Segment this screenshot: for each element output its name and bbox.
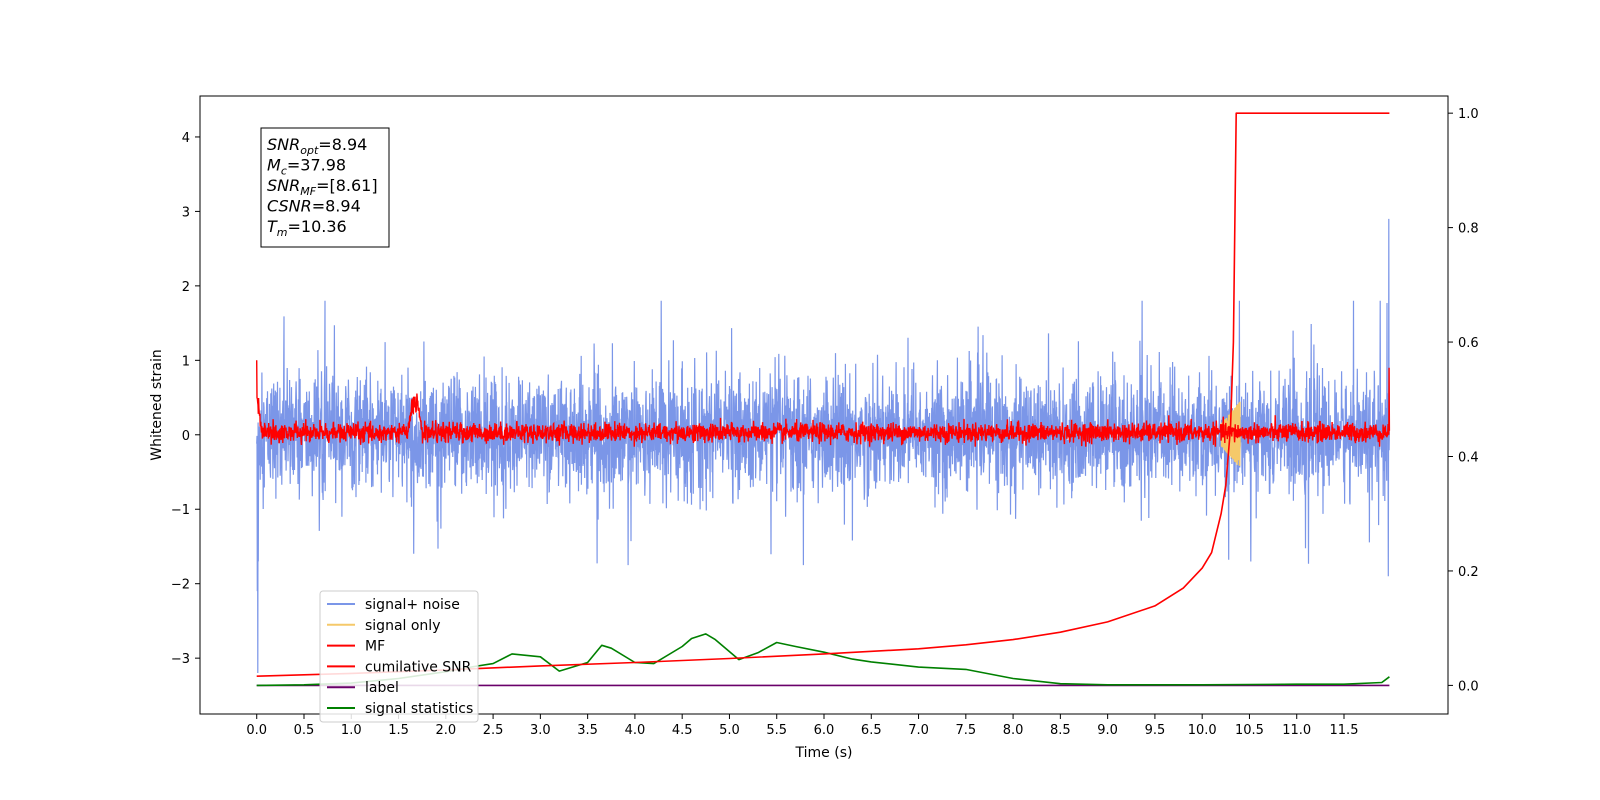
y-tick-label: 4 [182,131,190,146]
x-tick-label: 6.0 [814,723,835,738]
x-tick-label: 7.0 [908,723,929,738]
y-tick-label: −3 [171,652,190,667]
x-tick-label: 4.0 [625,723,646,738]
info-box: SNRopt=8.94Mc=37.98SNRMF=[8.61]CSNR=8.94… [260,127,390,248]
series-mf [256,360,1391,447]
x-tick-label: 11.0 [1282,723,1311,738]
y2-tick-label: 0.0 [1458,679,1479,694]
x-tick-label: 3.5 [577,723,598,738]
x-tick-label: 1.0 [341,723,362,738]
x-tick-label: 6.5 [861,723,882,738]
info-line: SNRopt=8.94 [267,135,367,157]
series-signal-noise [256,218,1390,674]
legend-entry: label [365,680,399,696]
series-signal-statistics [256,633,1390,687]
x-tick-label: 0.0 [246,723,267,738]
info-line: Tm=10.36 [267,217,347,239]
x-tick-label: 10.0 [1188,723,1217,738]
series-cumulative-snr [256,112,1390,677]
y-tick-label: −2 [171,578,190,593]
y2-tick-label: 1.0 [1458,107,1479,122]
x-tick-label: 2.5 [483,723,504,738]
y2-tick-label: 0.2 [1458,565,1479,580]
legend-entry: cumilative SNR [365,659,472,675]
y2-tick-label: 0.4 [1458,451,1479,466]
legend: signal+ noise signal only MF cumilative SNR… [319,590,479,723]
info-line: SNRMF=[8.61] [267,176,378,198]
y2-tick-label: 0.6 [1458,336,1479,351]
y-tick-label: 2 [182,280,190,295]
x-tick-label: 8.0 [1003,723,1024,738]
legend-entry: signal statistics [365,701,473,717]
x-tick-label: 0.5 [294,723,315,738]
x-tick-label: 9.5 [1145,723,1166,738]
x-axis-label: Time (s) [795,745,853,761]
x-tick-label: 5.0 [719,723,740,738]
legend-frame [319,590,479,723]
y-axis-right: 0.0 0.2 0.4 0.6 0.8 1.0 [1448,107,1479,694]
y2-tick-label: 0.8 [1458,222,1479,237]
y-tick-label: 3 [182,205,190,220]
info-line: Mc=37.98 [267,156,346,178]
legend-entry: MF [365,639,385,655]
legend-entry: signal+ noise [365,597,460,613]
x-axis: 0.0 0.5 1.0 1.5 2.0 2.5 3.0 3.5 4.0 4.5 5.0 5.5 6.0 6… [246,714,1358,738]
info-box-frame [260,127,390,248]
x-tick-label: 8.5 [1050,723,1071,738]
x-tick-label: 7.5 [955,723,976,738]
x-tick-label: 10.5 [1235,723,1264,738]
x-tick-label: 3.0 [530,723,551,738]
x-tick-label: 5.5 [766,723,787,738]
y-tick-label: −1 [171,503,190,518]
x-tick-label: 2.0 [435,723,456,738]
x-tick-label: 4.5 [672,723,693,738]
x-tick-label: 9.0 [1097,723,1118,738]
y-axis-left: −3 −2 −1 0 1 2 3 4 [171,131,200,667]
y-axis-label: Whitened strain [149,349,165,460]
y-tick-label: 1 [182,354,190,369]
x-tick-label: 11.5 [1330,723,1359,738]
x-tick-label: 1.5 [388,723,409,738]
series-signal-only [1220,401,1241,466]
info-line: CSNR=8.94 [267,197,361,216]
legend-entry: signal only [365,618,440,634]
y-tick-label: 0 [182,429,190,444]
